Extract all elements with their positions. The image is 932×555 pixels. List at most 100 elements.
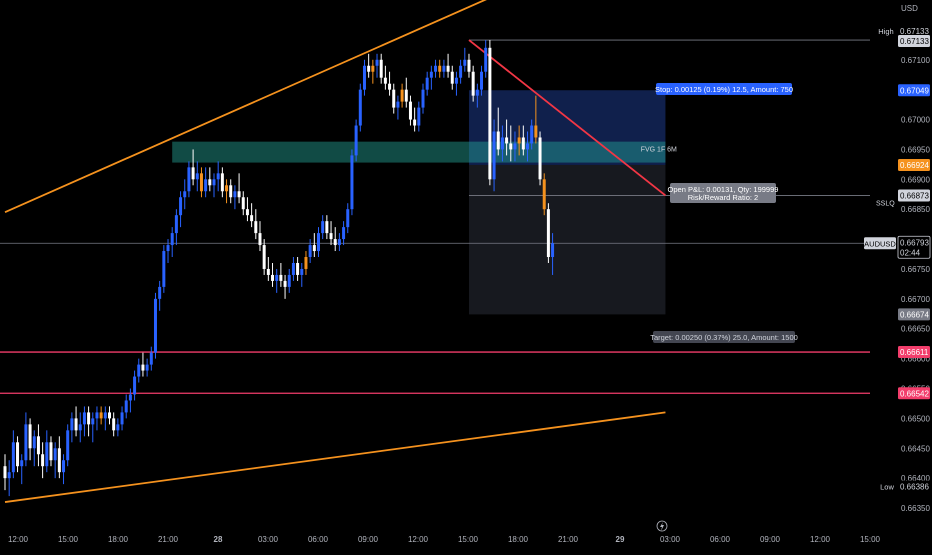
candle[interactable] [229,179,233,204]
candle[interactable] [300,262,304,287]
candle[interactable] [358,83,362,132]
candle[interactable] [70,412,74,443]
candle[interactable] [124,394,128,419]
candle[interactable] [174,209,178,246]
candle[interactable] [45,430,49,473]
candle[interactable] [333,227,337,252]
candle[interactable] [250,203,254,228]
candle[interactable] [317,227,320,258]
candle[interactable] [337,233,341,252]
candle[interactable] [279,262,283,287]
candle[interactable] [241,191,245,216]
target-price-tag[interactable]: 0.66674 [898,308,930,321]
candle[interactable] [392,83,396,114]
candle[interactable] [505,119,509,156]
candle[interactable] [367,53,371,78]
candle[interactable] [434,59,438,78]
candle[interactable] [120,406,124,431]
candle[interactable] [379,53,383,84]
candle[interactable] [421,83,425,114]
candle[interactable] [245,197,249,222]
candle[interactable] [459,59,463,84]
candle[interactable] [179,191,183,228]
candle[interactable] [538,131,542,186]
candle[interactable] [216,161,220,192]
entry-price-tag[interactable]: 0.66924 [898,158,930,171]
fvg-zone[interactable] [172,141,666,163]
low-price-tag[interactable]: 0.66386 [898,480,930,493]
candle[interactable] [509,125,513,162]
target-zone[interactable] [468,164,666,315]
candle[interactable] [91,412,95,443]
candle[interactable] [530,119,534,150]
candle[interactable] [116,418,120,437]
price-axis[interactable] [870,0,932,550]
candle[interactable] [488,40,492,186]
stop-price-tag[interactable]: 0.67049 [898,84,930,97]
candle[interactable] [195,161,199,192]
candle[interactable] [496,107,500,156]
candle[interactable] [308,239,312,263]
candle[interactable] [388,71,392,96]
candle[interactable] [62,454,66,485]
candle[interactable] [183,179,187,210]
candle[interactable] [513,131,517,162]
candle[interactable] [258,221,262,252]
candle[interactable] [28,418,32,461]
candle[interactable] [133,370,137,401]
candle[interactable] [262,239,266,275]
candle[interactable] [500,125,504,162]
candle[interactable] [425,71,429,96]
candle[interactable] [312,233,316,258]
candle[interactable] [137,358,141,383]
candle[interactable] [128,388,132,413]
candle[interactable] [49,436,53,467]
high-value-tag[interactable]: 0.67133 [898,25,930,38]
candle[interactable] [149,346,153,371]
candle[interactable] [74,406,78,437]
candle[interactable] [11,430,15,479]
candle[interactable] [354,119,358,162]
candle[interactable] [87,406,91,437]
candle[interactable] [346,203,350,234]
candle[interactable] [551,233,555,275]
candle[interactable] [78,412,82,443]
candle[interactable] [521,125,525,156]
candle[interactable] [108,406,111,425]
candle[interactable] [342,221,346,246]
trendline-upper-channel[interactable] [4,0,498,214]
candle[interactable] [271,262,275,287]
candle[interactable] [266,257,270,281]
candle[interactable] [417,101,421,132]
candle[interactable] [57,436,61,479]
candle[interactable] [41,442,45,479]
candle[interactable] [112,412,116,437]
support1-price-tag[interactable]: 0.66611 [898,346,930,359]
candle[interactable] [383,65,387,90]
candle[interactable] [413,107,417,132]
candle[interactable] [158,280,162,311]
candle[interactable] [95,406,99,431]
candle[interactable] [191,149,195,186]
candle[interactable] [404,77,408,108]
candle[interactable] [329,221,333,246]
sslq-price-tag[interactable]: 0.66873 [898,189,930,202]
candle[interactable] [208,167,212,192]
candle[interactable] [526,131,529,162]
candle[interactable] [99,406,103,425]
candle[interactable] [400,83,404,108]
candle[interactable] [16,436,20,473]
candle[interactable] [20,454,24,485]
candle[interactable] [450,65,454,90]
high-price-tag[interactable]: 0.67133 [898,35,930,48]
candle[interactable] [375,53,379,78]
candle[interactable] [542,173,546,216]
candle[interactable] [408,95,412,126]
candle[interactable] [103,406,107,431]
candle[interactable] [396,95,400,120]
support2-price-tag[interactable]: 0.66542 [898,387,930,400]
candle[interactable] [166,239,170,263]
candle[interactable] [212,173,216,198]
